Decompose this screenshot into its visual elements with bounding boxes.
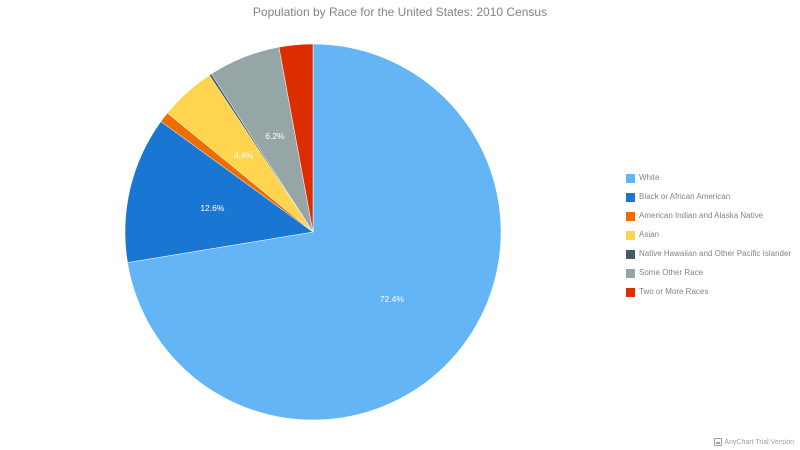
slice-label: 6.2%: [265, 131, 285, 141]
pie-slice-white[interactable]: [127, 43, 502, 421]
legend: White Black or African American American I…: [626, 172, 800, 305]
chart-title: Population by Race for the United States…: [252, 5, 548, 19]
watermark-text: AnyChart Trial Version: [724, 438, 794, 446]
legend-label: Two or More Races: [639, 287, 709, 296]
legend-swatch: [626, 269, 635, 278]
legend-item[interactable]: Some Other Race: [626, 267, 800, 286]
legend-swatch: [626, 193, 635, 202]
legend-item[interactable]: White: [626, 172, 800, 191]
legend-label: White: [639, 173, 660, 182]
slice-label: 4.8%: [234, 150, 254, 160]
pie-slice-two-or-more-races[interactable]: [278, 43, 314, 233]
pie-slice-black-or-african-american[interactable]: [124, 121, 314, 263]
slice-label: 12.6%: [200, 203, 225, 213]
legend-item[interactable]: American Indian and Alaska Native: [626, 210, 800, 229]
legend-swatch: [626, 250, 635, 259]
slice-label: 72.4%: [380, 294, 405, 304]
legend-item[interactable]: Black or African American: [626, 191, 800, 210]
legend-label: Black or African American: [639, 192, 731, 201]
anychart-logo-icon: [714, 438, 723, 446]
legend-item[interactable]: Native Hawaiian and Other Pacific Island…: [626, 248, 800, 267]
legend-swatch: [626, 174, 635, 183]
trial-watermark: AnyChart Trial Version: [714, 438, 794, 446]
legend-swatch: [626, 288, 635, 297]
legend-item[interactable]: Two or More Races: [626, 286, 800, 305]
legend-label: Some Other Race: [639, 268, 704, 277]
legend-item[interactable]: Asian: [626, 229, 800, 248]
legend-label: American Indian and Alaska Native: [639, 211, 764, 220]
legend-label: Native Hawaiian and Other Pacific Island…: [639, 249, 792, 258]
legend-swatch: [626, 212, 635, 221]
legend-label: Asian: [639, 230, 660, 239]
legend-swatch: [626, 231, 635, 240]
